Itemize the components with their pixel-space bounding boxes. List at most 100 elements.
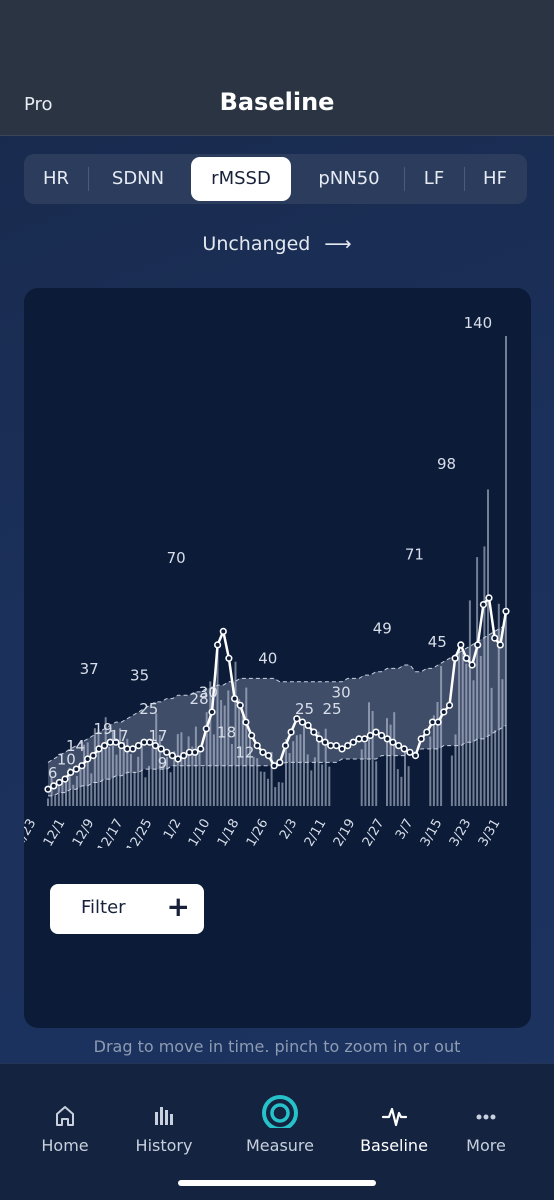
tab-history-label: History [135,1136,193,1155]
daily-bar [173,751,176,806]
daily-bar [184,757,186,806]
daily-bar [238,699,241,806]
trend-point [344,742,352,750]
x-tick-label: 3/15 [418,817,446,849]
daily-bar [476,557,479,806]
value-label: 10 [57,750,76,768]
daily-bar [256,758,259,806]
x-tick-label: 1/18 [215,817,243,849]
x-tick-label: 3/23 [447,817,475,849]
pulse-icon [381,1107,408,1127]
plus-icon: + [166,890,190,923]
daily-bar [295,735,298,806]
value-label: 25 [322,700,341,718]
trend-point [180,752,188,760]
daily-bar [479,656,482,806]
tab-rmssd[interactable]: rMSSD [191,157,291,201]
arrow-right-icon: ⟶ [324,233,352,255]
tab-home-label: Home [41,1136,89,1155]
x-tick-label: 1/26 [244,817,272,849]
daily-bar [169,772,172,806]
daily-bar [310,770,313,806]
trend-point [231,695,239,703]
trend-point [395,742,403,750]
value-label: 98 [437,455,456,473]
trend-point [112,738,120,746]
daily-bar [252,756,255,806]
daily-bar [324,728,327,806]
tab-lf[interactable]: LF [423,168,445,189]
trend-point [61,775,69,783]
trend-point [89,752,97,760]
daily-bar [90,773,93,806]
daily-bar [461,652,464,806]
trend-point [236,701,244,709]
tab-hf[interactable]: HF [483,168,507,189]
trend-point [434,718,442,726]
value-label: 25 [295,700,314,718]
daily-bar [216,642,219,806]
daily-bar [400,776,403,806]
daily-bar [270,751,273,806]
daily-bar [277,782,280,806]
trend-point [383,735,391,743]
value-label: 30 [332,683,351,701]
segment-divider [88,167,89,191]
daily-bar [490,687,493,806]
daily-bar [176,734,179,806]
daily-bar [148,765,150,806]
daily-bar [47,798,49,806]
daily-bar [234,661,237,806]
trend-point [191,748,199,756]
daily-bar [133,771,136,806]
daily-bar [140,742,143,806]
trend-label: Unchanged [202,233,311,255]
home-icon [56,1106,74,1126]
trend-point [129,745,137,753]
trend-point [100,742,109,750]
daily-bar [75,776,78,806]
daily-bar [93,728,96,806]
trend-point [428,718,437,726]
trend-indicator[interactable]: Unchanged ⟶ [0,233,554,255]
trend-point [174,755,182,763]
tab-sdnn[interactable]: SDNN [111,168,165,189]
daily-bar [249,737,251,806]
daily-bar [83,744,86,806]
daily-bar [494,730,497,806]
value-label: 17 [148,727,167,745]
x-tick-label: 12/9 [70,817,98,849]
daily-bar [166,757,168,806]
trend-point [248,731,256,740]
tab-hr[interactable]: HR [42,168,70,189]
daily-bar [137,756,140,806]
daily-bar [465,663,468,806]
trend-point [276,758,284,767]
daily-bar [429,736,432,806]
trend-point [298,718,307,726]
value-label: 71 [405,546,424,564]
trend-point [117,742,126,750]
trend-point [123,745,131,753]
daily-bar [57,781,60,806]
daily-bar [274,787,277,806]
value-label: 6 [48,764,58,782]
pro-button[interactable]: Pro [24,94,53,115]
trend-point [485,594,493,602]
more-dots-icon [476,1114,496,1120]
daily-bar [299,734,302,806]
filter-button[interactable]: Filter + [50,884,204,934]
value-label: 45 [428,633,447,651]
daily-bar [306,754,309,806]
trend-point [389,738,397,746]
chart-card[interactable]: 6 10 14 37 19 17 35 25 17 9 70 28 30 18 12 40 25 25 30 49 71… [24,288,531,1028]
trend-point [44,785,52,793]
trend-point [225,654,233,662]
home-indicator[interactable] [178,1180,376,1186]
daily-bar [119,728,122,806]
daily-bar [61,782,64,806]
trend-point [310,728,318,736]
tab-pnn50[interactable]: pNN50 [318,168,380,189]
daily-bar [68,767,71,806]
